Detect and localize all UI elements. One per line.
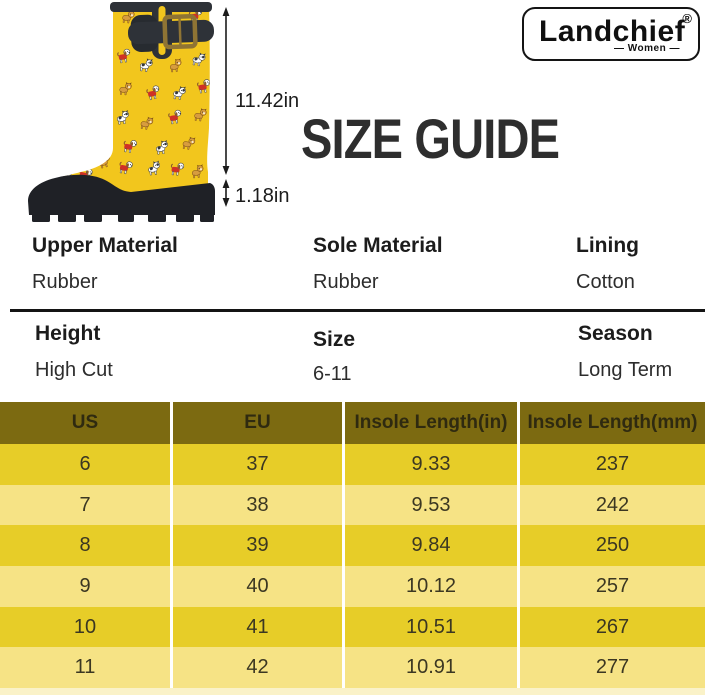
shaft-height-label: 11.42in — [235, 90, 300, 112]
table-bottom-strip — [0, 688, 705, 695]
spec-label-upper-material: Upper Material — [32, 234, 178, 257]
table-row: 11 42 10.91 277 — [0, 647, 705, 689]
cell-us: 9 — [0, 566, 170, 607]
cell-eu: 38 — [173, 484, 342, 526]
table-row: 7 38 9.53 242 — [0, 484, 705, 526]
cell-insole-mm: 242 — [520, 484, 705, 526]
spec-value-lining: Cotton — [576, 271, 635, 293]
cell-insole-mm: 250 — [520, 525, 705, 567]
cell-us: 11 — [0, 647, 170, 689]
cell-eu: 39 — [173, 525, 342, 567]
cell-eu: 37 — [173, 444, 342, 485]
column-header-eu: EU — [173, 402, 342, 444]
boot-illustration — [28, 2, 215, 222]
spec-value-sole-material: Rubber — [313, 271, 379, 293]
cell-insole-mm: 257 — [520, 566, 705, 607]
sole-height-label: 1.18in — [235, 185, 290, 207]
spec-label-season: Season — [578, 322, 653, 345]
table-row: 9 40 10.12 257 — [0, 566, 705, 607]
spec-label-sole-material: Sole Material — [313, 234, 443, 257]
table-row: 6 37 9.33 237 — [0, 444, 705, 485]
spec-label-height: Height — [35, 322, 101, 345]
cell-insole-in: 9.53 — [345, 484, 517, 526]
spec-value-size: 6-11 — [313, 363, 352, 385]
brand-logo: Landchief ® — Women — — [522, 7, 700, 61]
cell-eu: 40 — [173, 566, 342, 607]
cell-eu: 42 — [173, 647, 342, 689]
registered-trademark-icon: ® — [682, 11, 692, 26]
cell-insole-mm: 267 — [520, 606, 705, 648]
cell-insole-in: 10.12 — [345, 566, 517, 607]
cell-us: 8 — [0, 525, 170, 567]
brand-name: Landchief — [539, 15, 686, 48]
cell-insole-in: 10.51 — [345, 606, 517, 648]
table-row: 8 39 9.84 250 — [0, 525, 705, 567]
measurement-arrows — [222, 7, 230, 207]
cell-us: 10 — [0, 606, 170, 648]
section-divider — [10, 309, 705, 312]
column-header-insole-in: Insole Length(in) — [345, 402, 517, 444]
page-title: SIZE GUIDE — [301, 107, 560, 170]
cell-us: 7 — [0, 484, 170, 526]
spec-value-season: Long Term — [578, 359, 673, 381]
cell-insole-in: 9.33 — [345, 444, 517, 485]
boot-sole — [28, 174, 215, 222]
cell-us: 6 — [0, 444, 170, 485]
spec-label-size: Size — [313, 328, 356, 351]
cell-insole-in: 10.91 — [345, 647, 517, 689]
cell-insole-mm: 277 — [520, 647, 705, 689]
brand-subtitle: — Women — — [614, 43, 680, 54]
table-header-row: US EU Insole Length(in) Insole Length(mm… — [0, 402, 705, 444]
column-header-insole-mm: Insole Length(mm) — [520, 402, 705, 444]
cell-eu: 41 — [173, 606, 342, 648]
column-header-us: US — [0, 402, 170, 444]
boot-buckle-strap — [127, 14, 215, 53]
spec-value-height: High Cut — [35, 359, 113, 381]
cell-insole-mm: 237 — [520, 444, 705, 485]
table-row: 10 41 10.51 267 — [0, 606, 705, 648]
size-chart-table: US EU Insole Length(in) Insole Length(mm… — [0, 402, 705, 689]
cell-insole-in: 9.84 — [345, 525, 517, 567]
spec-value-upper-material: Rubber — [32, 271, 98, 293]
spec-label-lining: Lining — [576, 234, 639, 257]
